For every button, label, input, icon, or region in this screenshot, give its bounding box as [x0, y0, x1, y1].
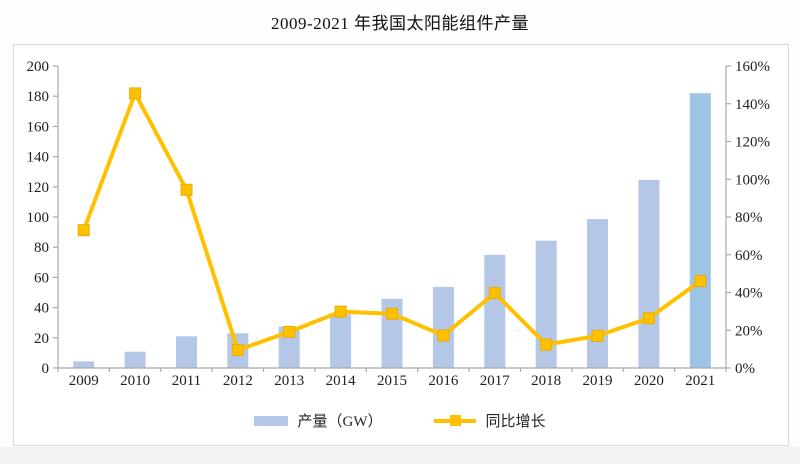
left-axis-tick-label: 100 — [27, 210, 50, 226]
bar-2011 — [176, 336, 197, 368]
x-axis-label-2018: 2018 — [531, 373, 561, 389]
growth-marker-2015 — [386, 307, 398, 320]
growth-marker-2013 — [283, 325, 296, 338]
x-axis-label-2020: 2020 — [634, 373, 664, 389]
chart-title: 2009-2021 年我国太阳能组件产量 — [271, 14, 529, 33]
legend-item-growth: 同比增长 — [434, 410, 546, 431]
legend: 产量（GW） 同比增长 — [0, 410, 800, 431]
left-axis-tick-label: 0 — [42, 361, 50, 377]
left-axis-tick-label: 160 — [27, 119, 50, 135]
x-axis-label-2012: 2012 — [223, 373, 253, 389]
bar-2010 — [124, 351, 146, 368]
x-axis-label-2015: 2015 — [377, 373, 407, 389]
left-axis-tick-label: 180 — [27, 89, 50, 105]
growth-marker-2020 — [642, 312, 655, 325]
bar-2016 — [432, 286, 454, 368]
x-axis-label-2019: 2019 — [583, 373, 613, 389]
left-axis-tick-label: 80 — [34, 240, 49, 256]
right-axis-tick-label: 160% — [735, 59, 770, 75]
right-axis-tick-label: 40% — [735, 286, 763, 302]
growth-marker-2011 — [180, 183, 193, 196]
growth-marker-2017 — [488, 287, 501, 300]
right-axis-tick-label: 80% — [735, 210, 763, 226]
x-axis-label-2013: 2013 — [274, 373, 304, 389]
x-axis-label-2021: 2021 — [685, 373, 715, 389]
growth-marker-2021 — [694, 275, 707, 287]
right-axis-tick-label: 20% — [735, 323, 763, 339]
x-axis-label-2016: 2016 — [428, 373, 459, 389]
bar-2019 — [587, 219, 608, 368]
bar-2014 — [330, 314, 352, 368]
right-axis-tick-label: 120% — [735, 135, 770, 151]
growth-marker-2018 — [540, 338, 553, 351]
bar-2018 — [535, 240, 557, 368]
page-footer-strip — [0, 447, 800, 464]
legend-growth-label: 同比增长 — [485, 414, 546, 430]
growth-marker-2016 — [437, 329, 450, 342]
x-axis-label-2011: 2011 — [172, 373, 201, 389]
growth-marker-2019 — [591, 329, 604, 342]
left-axis-tick-label: 140 — [27, 150, 50, 166]
x-axis-label-2014: 2014 — [326, 373, 357, 389]
growth-marker-2012 — [231, 344, 244, 357]
bar-2020 — [638, 179, 660, 368]
legend-bar-swatch — [254, 415, 289, 426]
growth-marker-2014 — [334, 305, 347, 318]
left-axis-tick-label: 60 — [34, 270, 49, 286]
right-axis-tick-label: 140% — [735, 97, 770, 113]
bar-2009 — [73, 361, 95, 368]
left-axis-tick-label: 20 — [34, 331, 49, 347]
left-axis-tick-label: 40 — [34, 301, 49, 317]
right-axis-tick-label: 100% — [735, 172, 770, 188]
x-axis-label-2017: 2017 — [480, 373, 511, 389]
left-axis-tick-label: 120 — [27, 180, 50, 196]
right-axis-tick-label: 60% — [735, 248, 763, 264]
growth-marker-2010 — [129, 87, 142, 100]
x-axis-label-2010: 2010 — [120, 373, 150, 389]
legend-line-marker-icon — [449, 415, 461, 426]
legend-item-production: 产量（GW） — [254, 410, 382, 431]
bar-2021 — [689, 93, 711, 368]
left-axis-tick-label: 200 — [27, 59, 50, 75]
right-axis-tick-label: 0% — [735, 361, 755, 377]
bar-2017 — [484, 254, 506, 369]
growth-marker-2009 — [77, 224, 90, 237]
legend-line-swatch — [434, 415, 477, 427]
legend-production-label: 产量（GW） — [297, 414, 383, 430]
x-axis-label-2009: 2009 — [69, 373, 99, 389]
